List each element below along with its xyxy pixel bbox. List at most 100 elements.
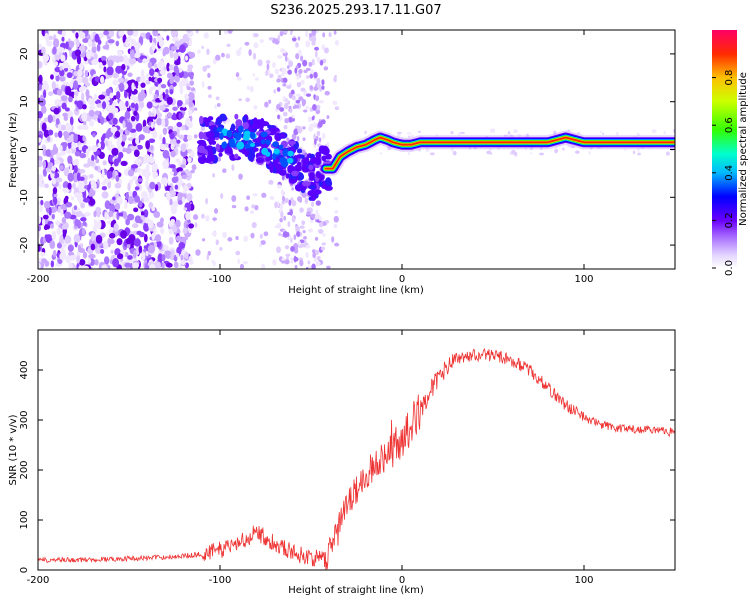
noise-dot <box>136 158 142 164</box>
noise-dot <box>283 125 288 130</box>
noise-dot <box>286 85 292 89</box>
ridge-blob <box>294 184 302 192</box>
noise-dot <box>114 130 121 138</box>
noise-dot <box>79 61 84 71</box>
noise-dot <box>135 246 140 256</box>
noise-dot <box>44 183 49 189</box>
noise-dot <box>254 205 259 211</box>
noise-dot <box>160 83 167 89</box>
noise-dot <box>51 81 56 90</box>
noise-dot <box>118 82 125 93</box>
noise-dot <box>109 92 113 99</box>
noise-dot <box>201 45 204 49</box>
noise-dot <box>305 266 309 269</box>
ridge-blob <box>309 185 316 190</box>
noise-dot <box>283 197 289 204</box>
noise-dot <box>53 196 58 205</box>
noise-dot <box>316 256 321 261</box>
noise-dot <box>309 73 314 79</box>
noise-dot <box>201 80 205 88</box>
noise-dot <box>174 40 182 49</box>
noise-dot <box>168 190 176 198</box>
noise-dot <box>143 222 150 232</box>
noise-dot <box>97 32 105 38</box>
noise-dot <box>364 130 367 134</box>
noise-dot <box>141 168 147 177</box>
noise-dot <box>154 234 162 242</box>
noise-dot <box>175 142 180 148</box>
spectrogram-ridge <box>196 113 675 201</box>
snr-series-line <box>38 347 675 570</box>
noise-dot <box>248 49 252 57</box>
noise-dot <box>125 218 130 226</box>
noise-dot <box>54 159 61 165</box>
noise-dot <box>316 130 321 137</box>
noise-dot <box>312 35 317 43</box>
noise-dot <box>235 72 240 78</box>
noise-dot <box>137 91 145 102</box>
noise-dot <box>65 148 73 154</box>
noise-dot <box>127 213 135 221</box>
noise-dot <box>154 184 159 192</box>
noise-dot <box>299 225 305 229</box>
noise-dot <box>38 225 41 232</box>
ridge-blob <box>275 163 282 171</box>
noise-dot <box>176 139 181 144</box>
noise-dot <box>379 152 383 155</box>
noise-dot <box>174 184 179 190</box>
noise-dot <box>162 92 166 100</box>
noise-dot <box>188 223 195 229</box>
noise-dot <box>121 134 127 142</box>
noise-dot <box>62 181 70 190</box>
noise-dot <box>244 41 250 46</box>
noise-dot <box>38 160 44 168</box>
noise-dot <box>137 218 143 224</box>
noise-dot <box>314 257 317 263</box>
noise-dot <box>64 67 69 72</box>
noise-dot <box>56 47 60 55</box>
noise-dot <box>194 107 198 111</box>
noise-dot <box>170 150 176 158</box>
ridge-blob <box>215 143 220 152</box>
noise-dot <box>178 134 185 140</box>
noise-dot <box>308 61 313 67</box>
noise-dot <box>227 30 233 34</box>
noise-dot <box>51 213 55 220</box>
noise-dot <box>297 36 301 41</box>
noise-dot <box>49 223 54 229</box>
noise-dot <box>326 115 330 120</box>
noise-dot <box>269 73 274 79</box>
noise-dot <box>183 207 188 211</box>
noise-dot <box>98 151 105 159</box>
noise-dot <box>57 205 62 214</box>
noise-dot <box>98 62 103 70</box>
noise-dot <box>77 125 84 130</box>
ridge-blob <box>216 117 222 127</box>
noise-dot <box>188 108 193 116</box>
noise-dot <box>298 96 304 101</box>
noise-dot <box>252 193 258 197</box>
noise-dot <box>112 79 118 86</box>
noise-dot <box>212 173 216 178</box>
noise-dot <box>74 192 80 198</box>
noise-dot <box>60 203 68 211</box>
noise-dot <box>176 180 184 186</box>
spectrogram-x-tick-label: 100 <box>574 274 593 285</box>
ridge-blob <box>287 140 296 145</box>
noise-dot <box>311 116 315 121</box>
noise-dot <box>300 79 305 85</box>
noise-dot <box>103 30 110 36</box>
noise-dot <box>452 150 457 156</box>
ridge-blob <box>242 121 249 130</box>
noise-dot <box>319 59 324 66</box>
ridge-blob <box>261 147 269 156</box>
noise-dot <box>284 118 290 124</box>
noise-dot <box>201 213 205 219</box>
noise-dot <box>104 96 111 102</box>
noise-dot <box>72 182 76 190</box>
noise-dot <box>41 46 46 56</box>
noise-dot <box>72 160 80 167</box>
noise-dot <box>189 150 195 159</box>
noise-dot <box>79 53 86 58</box>
noise-dot <box>157 77 163 84</box>
